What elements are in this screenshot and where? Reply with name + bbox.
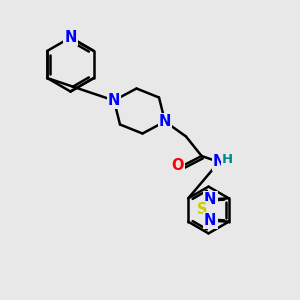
Text: N: N xyxy=(204,213,216,228)
Text: O: O xyxy=(171,158,184,173)
Text: H: H xyxy=(222,152,233,166)
Text: S: S xyxy=(196,202,207,217)
Text: N: N xyxy=(108,93,120,108)
Text: N: N xyxy=(204,192,216,207)
Text: N: N xyxy=(159,114,171,129)
Text: N: N xyxy=(64,30,77,45)
Text: N: N xyxy=(213,154,225,169)
